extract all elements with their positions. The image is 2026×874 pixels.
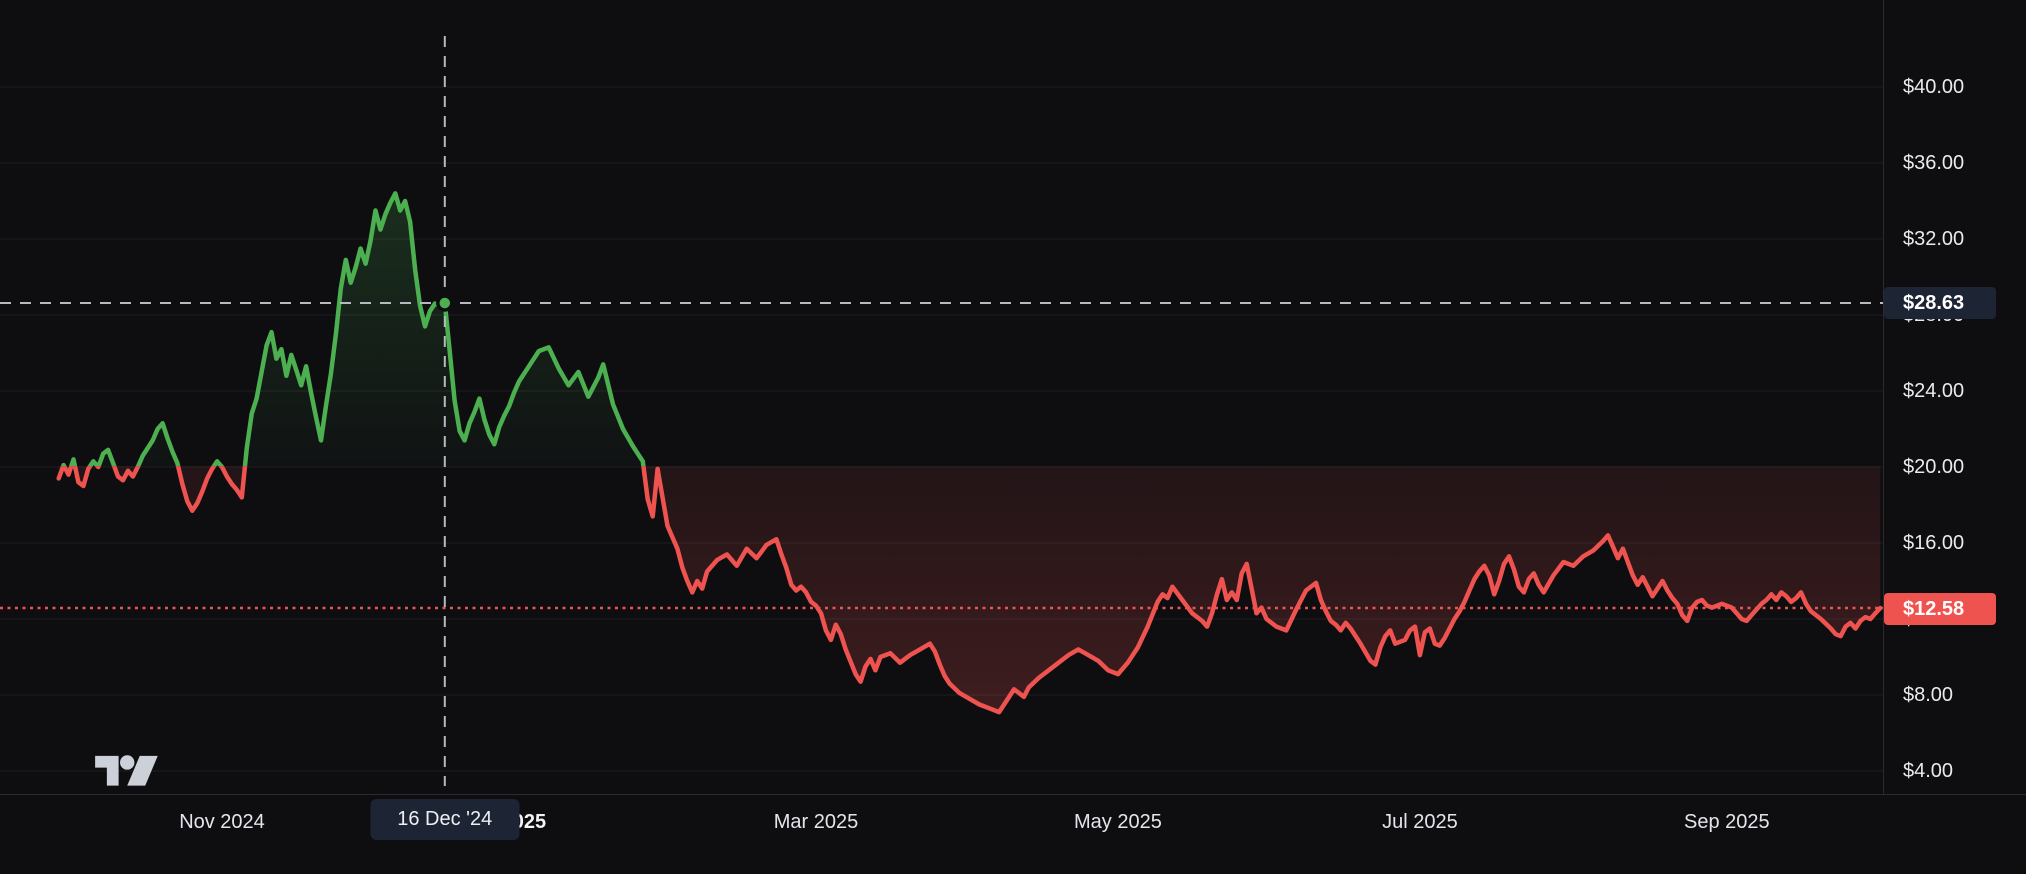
- y-axis-tick-label: $8.00: [1903, 684, 1954, 706]
- series-above-baseline: [58, 191, 1881, 467]
- price-scale[interactable]: $28.63 $12.58 $40.00$36.00$32.00$28.00$2…: [1884, 0, 2026, 794]
- x-axis-label: May 2025: [1074, 811, 1162, 833]
- y-axis-tick-label: $24.00: [1903, 380, 1965, 402]
- tradingview-logo-glyph: [95, 755, 158, 786]
- crosshair-marker-dot[interactable]: [436, 294, 454, 312]
- series-below-baseline: [56, 466, 1883, 715]
- y-axis-tick-label: $4.00: [1903, 760, 1954, 782]
- y-axis-tick-label: $32.00: [1903, 228, 1965, 251]
- x-axis-label: Sep 2025: [1683, 811, 1770, 833]
- time-scale[interactable]: 16 Dec '24 Nov 2024 2025 Mar 2025 May 2025 J…: [0, 795, 2026, 874]
- y-axis-tick-label: $40.00: [1903, 76, 1965, 99]
- x-axis-label: Mar 2025: [773, 811, 859, 833]
- y-axis-tick-label: $16.00: [1903, 532, 1965, 554]
- y-axis-tick-label: $36.00: [1903, 152, 1965, 175]
- price-chart-svg: [0, 36, 1883, 786]
- crosshair-price-badge: $28.63: [1884, 287, 1996, 320]
- y-axis-tick-label: $20.00: [1903, 456, 1965, 478]
- crosshair-date-badge: 16 Dec '24: [370, 799, 520, 840]
- price-scale-border: [1883, 0, 1884, 795]
- x-axis-label: Nov 2024: [179, 811, 265, 833]
- time-scale-border: [0, 794, 2026, 795]
- x-axis-label: Jul 2025: [1382, 811, 1458, 833]
- plot-area[interactable]: [0, 0, 1883, 794]
- tradingview-logo-icon[interactable]: [92, 748, 164, 792]
- last-price-badge: $12.58: [1884, 592, 1996, 625]
